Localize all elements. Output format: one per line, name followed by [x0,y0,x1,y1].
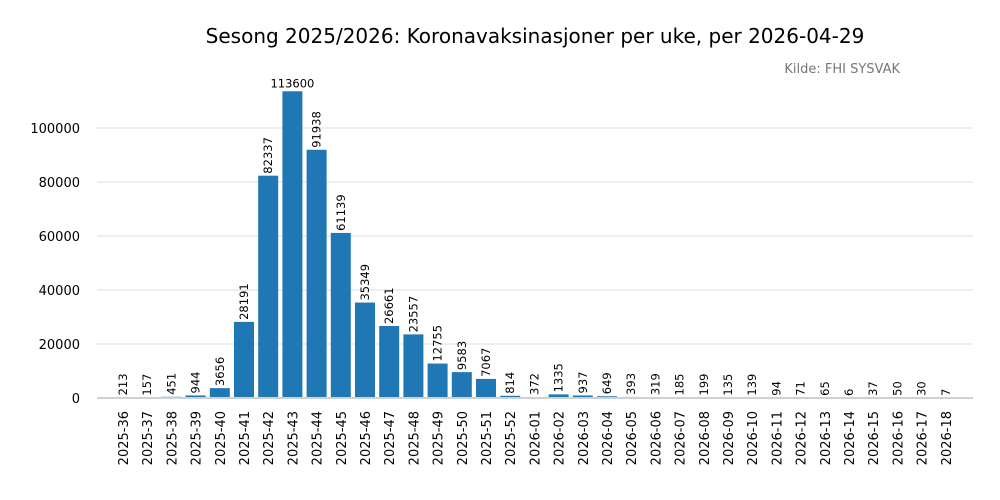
x-tick-label: 2026-09 [722,411,737,465]
data-label: 23557 [406,296,420,333]
bar [451,372,472,398]
x-tick-label: 2025-37 [141,411,156,465]
x-tick-label: 2025-52 [504,411,519,465]
x-tick-label: 2025-40 [214,411,229,465]
bar [330,232,351,398]
x-tick-label: 2025-49 [432,411,447,465]
bar [572,395,593,398]
x-tick-label: 2025-41 [238,411,253,465]
data-label: 7067 [479,348,493,377]
data-label: 82337 [261,137,275,174]
data-label: 814 [503,372,517,394]
data-label: 157 [140,374,154,396]
x-tick-label: 2026-11 [770,411,785,465]
x-tick-label: 2025-45 [335,411,350,465]
y-tick-label: 60000 [39,230,80,245]
x-tick-label: 2025-48 [407,411,422,465]
x-tick-label: 2026-14 [843,411,858,465]
bar [282,91,303,398]
x-tick-label: 2025-42 [262,411,277,465]
data-label: 1335 [552,363,566,392]
data-label: 12755 [431,325,445,362]
data-label: 71 [794,381,808,396]
x-tick-label: 2026-16 [891,411,906,465]
x-tick-label: 2025-44 [311,411,326,465]
bar [306,149,327,398]
data-label: 319 [648,373,662,395]
data-label: 30 [915,381,929,396]
data-label: 451 [164,373,178,395]
x-tick-label: 2026-12 [795,411,810,465]
y-tick-label: 0 [72,392,80,407]
data-label: 937 [576,372,590,394]
data-label: 185 [673,374,687,396]
bar [427,363,448,398]
x-tick-label: 2025-47 [383,411,398,465]
data-label: 199 [697,374,711,396]
x-tick-label: 2025-39 [190,411,205,465]
y-tick-label: 100000 [30,122,80,137]
bar [500,395,521,398]
data-label: 94 [769,381,783,396]
data-label: 3656 [213,357,227,386]
chart-title: Sesong 2025/2026: Koronavaksinasjoner pe… [206,24,865,48]
data-label: 37 [866,381,880,396]
bar [476,378,496,398]
x-tick-label: 2026-06 [649,411,664,465]
bar [355,302,375,398]
x-tick-label: 2026-17 [916,411,931,465]
bar [234,321,254,398]
data-label: 9583 [455,341,469,370]
data-label: 6 [842,389,856,396]
x-tick-label: 2026-04 [601,411,616,465]
y-tick-label: 40000 [39,284,80,299]
chart-source: Kilde: FHI SYSVAK [784,62,900,77]
x-tick-label: 2025-46 [359,411,374,465]
bar [403,334,424,398]
x-tick-label: 2026-13 [819,411,834,465]
x-tick-label: 2026-15 [867,411,882,465]
data-label: 35349 [358,264,372,301]
bar [548,394,569,398]
x-tick-label: 2025-43 [286,411,301,465]
x-tick-label: 2025-50 [456,411,471,465]
data-label: 28191 [237,283,251,320]
data-label: 944 [189,371,203,393]
data-label: 7 [939,389,953,396]
bar [379,326,400,398]
x-tick-label: 2026-01 [528,411,543,465]
y-tick-label: 80000 [39,176,80,191]
data-label: 372 [527,373,541,395]
data-label: 26661 [382,287,396,324]
data-label: 135 [721,374,735,396]
data-label: 61139 [334,194,348,231]
y-tick-label: 20000 [39,338,80,353]
data-label: 139 [745,374,759,396]
x-tick-label: 2025-38 [165,411,180,465]
x-tick-label: 2026-18 [940,411,955,465]
data-label: 91938 [310,111,324,148]
bar [209,388,230,398]
x-tick-label: 2025-36 [117,411,132,465]
x-tick-label: 2026-08 [698,411,713,465]
x-tick-label: 2026-02 [553,411,568,465]
x-tick-label: 2025-51 [480,411,495,465]
x-tick-label: 2026-03 [577,411,592,465]
x-tick-label: 2026-10 [746,411,761,465]
data-label: 393 [624,373,638,395]
x-tick-label: 2026-05 [625,411,640,465]
bar [258,175,279,398]
bar [185,395,206,398]
data-label: 113600 [270,76,314,90]
data-label: 649 [600,372,614,394]
data-label: 50 [890,381,904,396]
x-tick-label: 2026-07 [674,411,689,465]
data-label: 65 [818,381,832,396]
data-label: 213 [116,373,130,395]
